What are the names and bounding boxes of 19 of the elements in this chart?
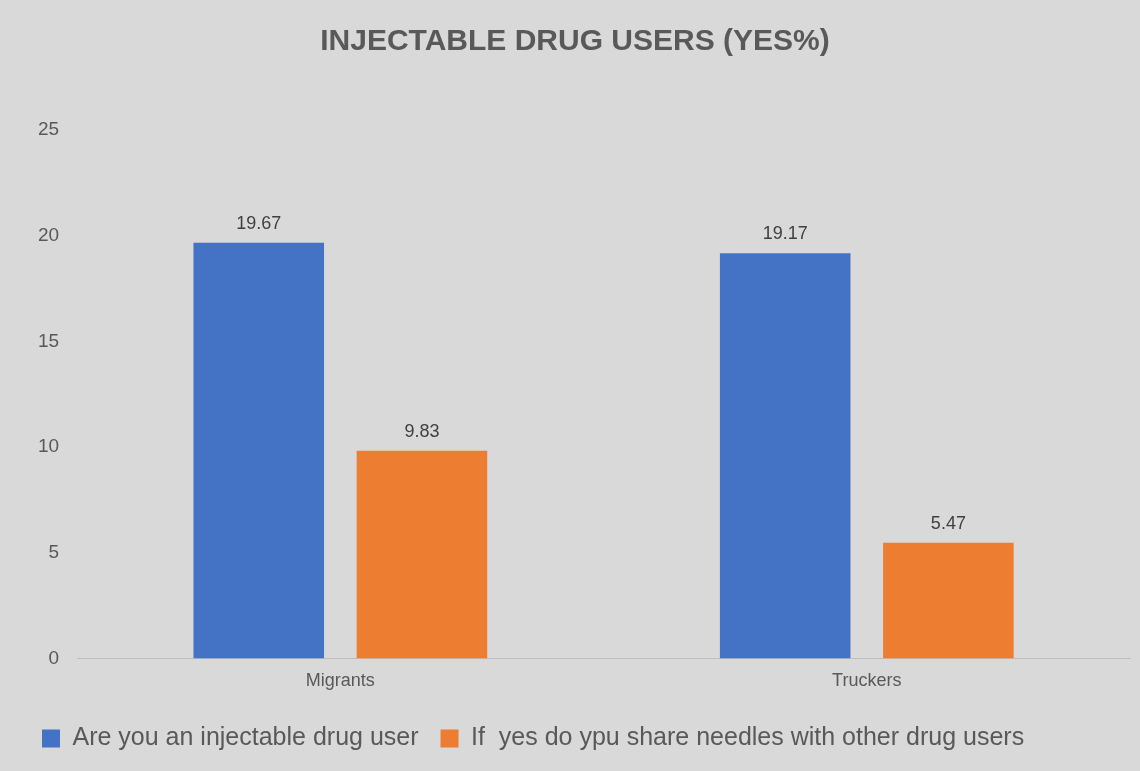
chart-title: INJECTABLE DRUG USERS (YES%): [320, 23, 830, 57]
data-label: 19.17: [762, 223, 808, 244]
y-tick-label: 0: [48, 646, 60, 668]
y-tick-label: 25: [37, 118, 60, 140]
bar: [356, 450, 488, 659]
x-tick-label: Truckers: [832, 670, 902, 691]
y-tick-label: 15: [37, 329, 60, 351]
y-tick-label: 10: [37, 435, 60, 457]
bar: [193, 242, 325, 659]
bar: [883, 542, 1014, 659]
data-label: 5.47: [930, 512, 966, 533]
y-tick-label: 5: [48, 540, 60, 562]
y-tick-label: 20: [37, 223, 60, 245]
data-label: 19.67: [236, 212, 282, 233]
bar: [719, 253, 851, 659]
legend-label: If yes do ypu share needles with other drug users: [471, 722, 1025, 751]
data-label: 9.83: [404, 420, 440, 441]
legend-label: Are you an injectable drug user: [72, 722, 419, 751]
x-tick-label: Migrants: [305, 670, 375, 691]
